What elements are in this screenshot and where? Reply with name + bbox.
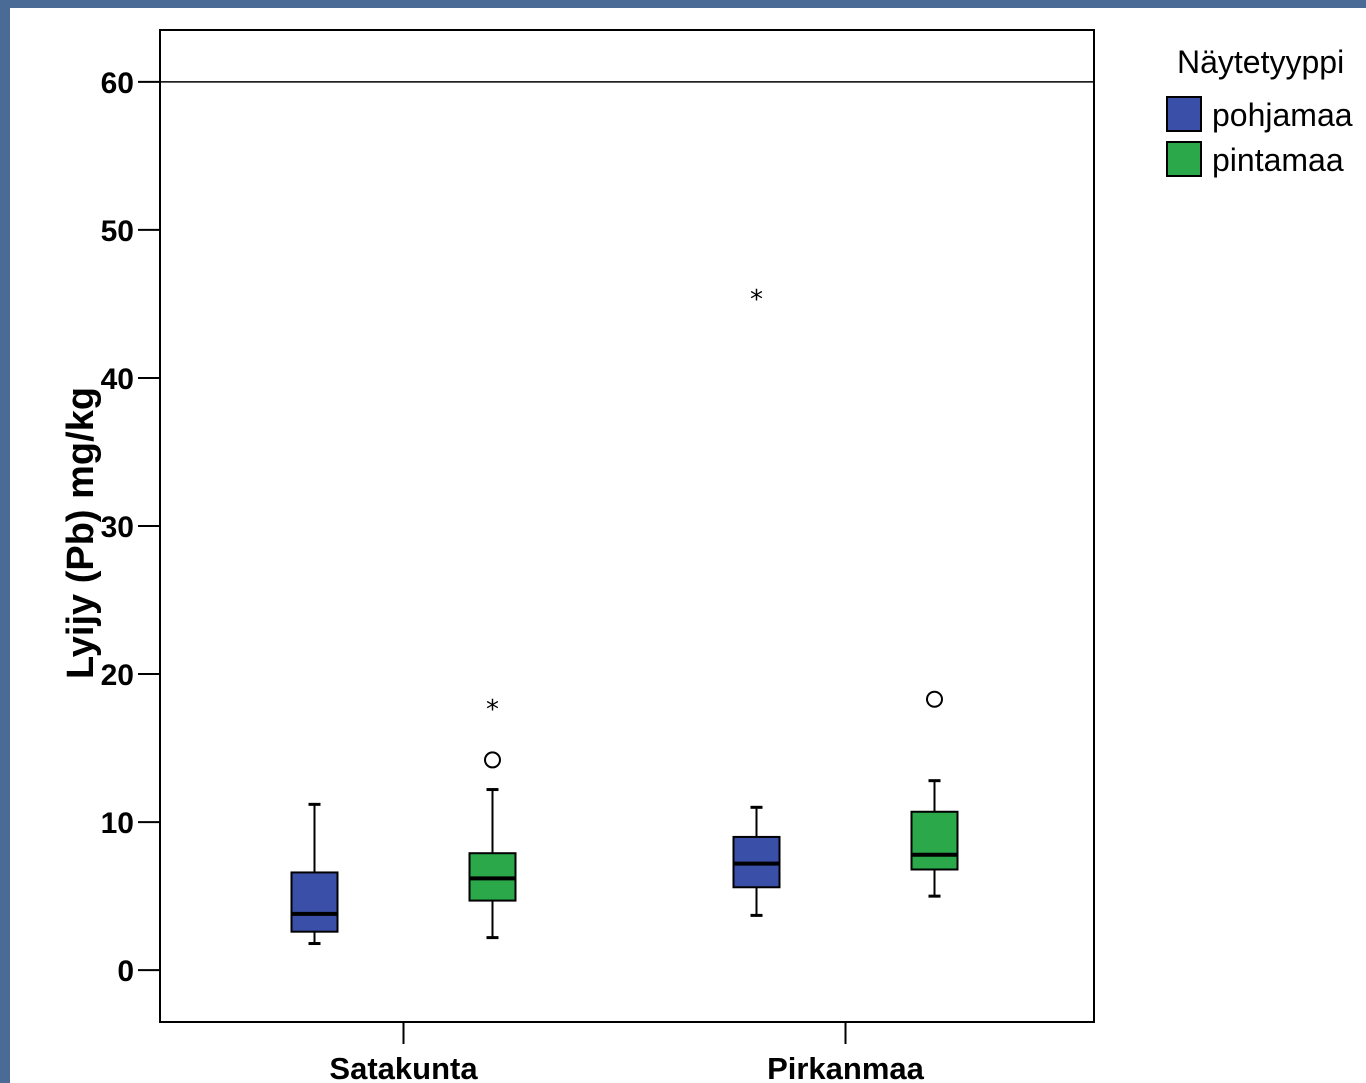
iqr-box-pohjamaa-satakunta <box>290 871 339 933</box>
y-tick-label-40: 40 <box>101 363 134 396</box>
x-axis: Satakunta Pirkanmaa <box>329 1022 925 1083</box>
legend-swatch-pohjamaa <box>1166 96 1202 132</box>
y-tick-label-50: 50 <box>101 215 134 248</box>
outlier-pintamaa-satakunta-0 <box>484 751 501 769</box>
box-pintamaa-pirkanmaa <box>910 690 959 898</box>
boxplot-chart: 0 10 20 30 40 50 60 Satakunta Pirkanmaa Lyijy (… <box>60 29 1353 1083</box>
outlier-pintamaa-pirkanmaa-0 <box>926 690 943 708</box>
legend-title: Näytetyyppi <box>1177 44 1344 80</box>
y-axis: 0 10 20 30 40 50 60 <box>101 67 160 988</box>
x-tick-label-satakunta: Satakunta <box>329 1051 478 1083</box>
y-tick-label-10: 10 <box>101 807 134 840</box>
legend-label-pintamaa: pintamaa <box>1212 142 1344 178</box>
iqr-box-pintamaa-pirkanmaa <box>910 810 959 871</box>
legend-item-pohjamaa: pohjamaa <box>1166 96 1353 133</box>
legend-item-pintamaa: pintamaa <box>1166 141 1344 178</box>
legend: Näytetyyppi pohjamaa pintamaa <box>1166 44 1353 178</box>
box-pohjamaa-satakunta <box>290 802 339 946</box>
chart-frame: 0 10 20 30 40 50 60 Satakunta Pirkanmaa Lyijy (… <box>10 8 1366 1083</box>
box-pohjamaa-pirkanmaa: * <box>732 285 781 917</box>
y-axis-title: Lyijy (Pb) mg/kg <box>60 387 102 679</box>
boxes-layer: ** <box>290 285 959 946</box>
y-tick-label-20: 20 <box>101 659 134 692</box>
extreme-pintamaa-satakunta-0: * <box>486 695 499 725</box>
y-tick-label-60: 60 <box>101 67 134 100</box>
y-tick-label-0: 0 <box>117 955 134 988</box>
legend-swatch-pintamaa <box>1166 141 1202 177</box>
legend-label-pohjamaa: pohjamaa <box>1212 97 1353 133</box>
y-tick-label-30: 30 <box>101 511 134 544</box>
x-tick-label-pirkanmaa: Pirkanmaa <box>767 1051 925 1083</box>
legend-items: pohjamaa pintamaa <box>1166 96 1353 178</box>
extreme-pohjamaa-pirkanmaa-0: * <box>750 285 763 315</box>
box-pintamaa-satakunta: * <box>468 695 517 940</box>
